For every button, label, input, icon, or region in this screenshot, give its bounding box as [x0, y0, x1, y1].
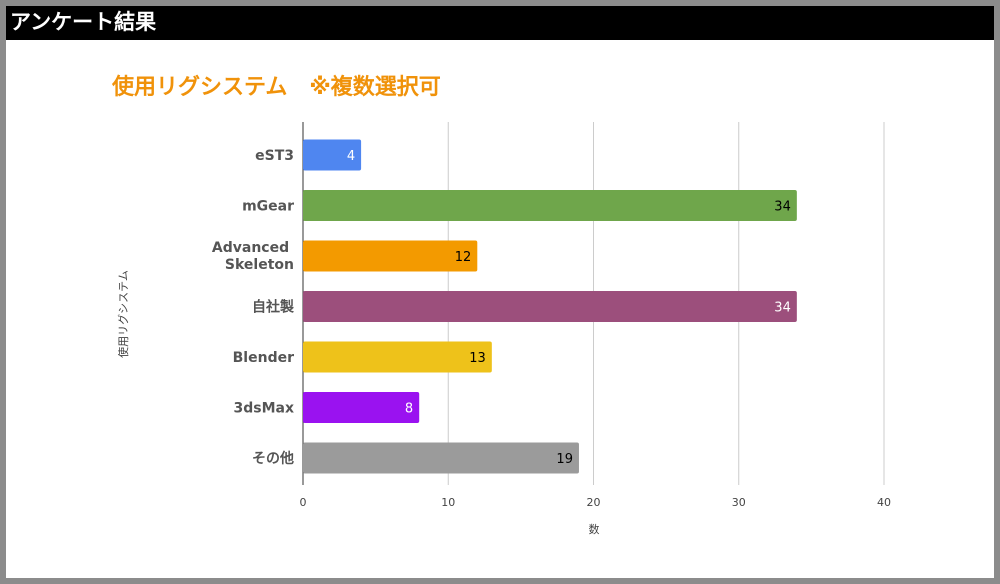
y-tick-label: mGear [242, 199, 294, 215]
x-axis-title: 数 [589, 523, 600, 536]
x-tick-label: 0 [300, 496, 307, 509]
data-label: 8 [405, 402, 413, 417]
x-tick-label: 40 [877, 496, 891, 509]
x-tick-label: 30 [732, 496, 746, 509]
y-tick-label: Blender [233, 350, 294, 366]
data-label: 34 [774, 301, 791, 316]
y-tick-label: 3dsMax [233, 401, 294, 417]
bar [303, 291, 797, 322]
header-bar: アンケート結果 [6, 6, 994, 40]
y-axis-title: 使用リグシステム [116, 270, 130, 358]
data-label: 34 [774, 200, 791, 215]
data-label: 4 [347, 149, 355, 164]
y-tick-label: その他 [252, 450, 294, 467]
x-tick-label: 10 [441, 496, 455, 509]
y-tick-label: 自社製 [252, 299, 294, 316]
bar [303, 190, 797, 221]
data-label: 13 [469, 351, 486, 366]
chart-title: 使用リグシステム ※複数選択可 [112, 75, 441, 100]
data-label: 19 [556, 452, 573, 467]
data-label: 12 [455, 250, 472, 265]
x-tick-label: 20 [587, 496, 601, 509]
bar [303, 392, 420, 423]
bar [303, 341, 492, 373]
y-tick-label: eST3 [255, 148, 294, 164]
bar [303, 442, 579, 474]
bar [303, 240, 478, 272]
y-tick-label: Advanced Skeleton [212, 240, 294, 273]
slide-frame: アンケート結果 [6, 6, 994, 578]
header-title: アンケート結果 [10, 10, 157, 34]
bar [303, 139, 362, 171]
